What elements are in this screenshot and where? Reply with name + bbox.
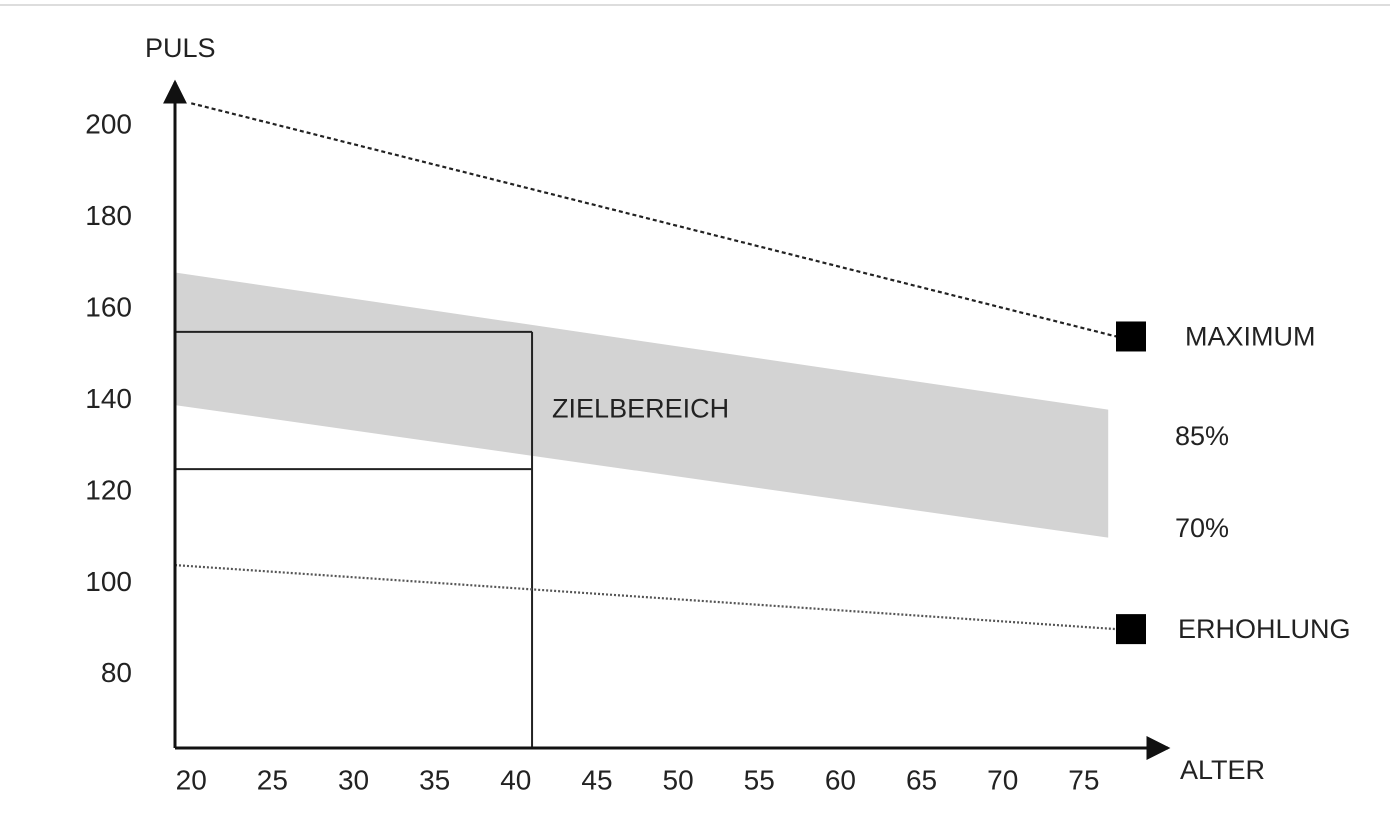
- x-tick-label: 75: [1068, 764, 1099, 795]
- y-tick-label: 100: [85, 566, 132, 597]
- x-tick-label: 35: [419, 764, 450, 795]
- x-axis-label: ALTER: [1180, 755, 1265, 785]
- legend-marker: [1116, 614, 1146, 645]
- y-tick-label: 160: [85, 291, 132, 322]
- band-lower-label: 70%: [1175, 513, 1229, 543]
- y-tick-label: 140: [85, 383, 132, 414]
- x-tick-label: 70: [987, 764, 1018, 795]
- series-line: [174, 564, 1117, 631]
- y-tick-label: 80: [101, 657, 132, 688]
- legend-marker: [1116, 321, 1146, 352]
- y-tick-label: 180: [85, 200, 132, 231]
- y-tick-label: 200: [85, 109, 132, 140]
- target-band: [175, 272, 1109, 538]
- series-line: [190, 102, 1117, 338]
- x-tick-label: 30: [338, 764, 369, 795]
- legend-label: MAXIMUM: [1185, 322, 1316, 352]
- band-upper-label: 85%: [1175, 421, 1229, 451]
- x-tick-label: 20: [176, 764, 207, 795]
- x-tick-label: 65: [906, 764, 937, 795]
- y-tick-label: 120: [85, 474, 132, 505]
- x-tick-label: 55: [744, 764, 775, 795]
- legend-label: ERHOHLUNG: [1178, 614, 1351, 644]
- x-tick-label: 40: [500, 764, 531, 795]
- x-tick-label: 25: [257, 764, 288, 795]
- target-label: ZIELBEREICH: [552, 394, 729, 424]
- plot-area: 85% 70% ZIELBEREICH: [174, 102, 1229, 748]
- x-tick-label: 45: [581, 764, 612, 795]
- x-tick-label: 60: [825, 764, 856, 795]
- x-tick-label: 50: [663, 764, 694, 795]
- y-axis-label: PULS: [145, 33, 216, 63]
